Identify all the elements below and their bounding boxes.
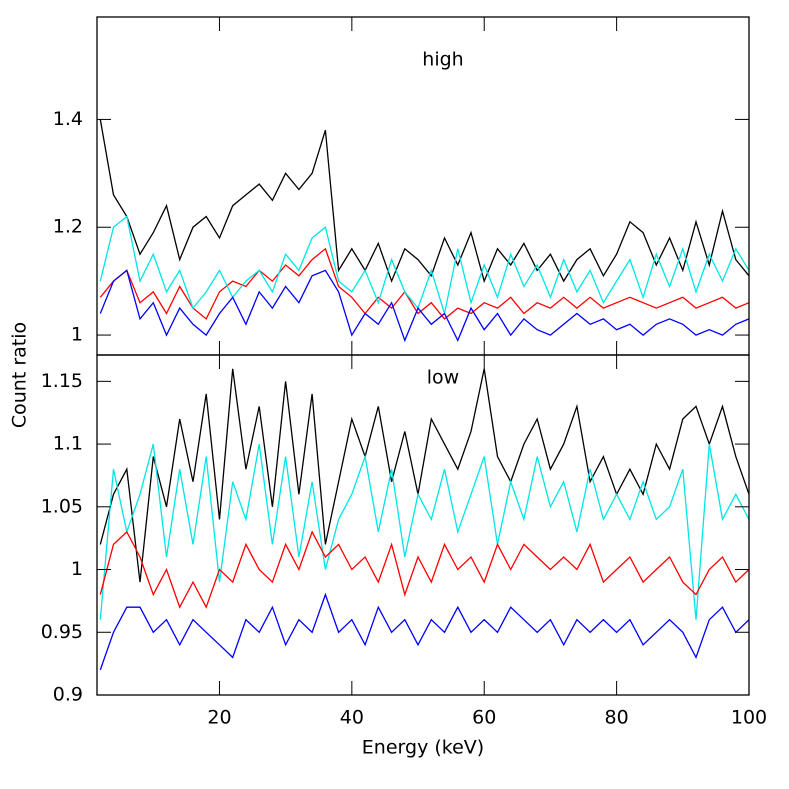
y-tick-label: 1.4 bbox=[53, 108, 83, 130]
y-tick-label: 0.95 bbox=[41, 621, 83, 643]
y-tick-label: 1 bbox=[71, 558, 83, 580]
data-line bbox=[99, 592, 749, 671]
data-line bbox=[99, 368, 749, 583]
y-tick-label: 0.9 bbox=[53, 684, 83, 706]
y-tick-label: 1.15 bbox=[41, 370, 83, 392]
plot-frame bbox=[96, 354, 750, 696]
x-axis-label: Energy (keV) bbox=[362, 737, 484, 759]
x-tick-label: 100 bbox=[731, 707, 767, 729]
y-tick-label: 1.1 bbox=[53, 433, 83, 455]
data-line bbox=[99, 530, 749, 609]
data-line bbox=[99, 215, 749, 314]
x-tick-label: 20 bbox=[207, 707, 231, 729]
x-tick-label: 40 bbox=[340, 707, 364, 729]
panel-label: high bbox=[422, 49, 463, 71]
data-line bbox=[99, 443, 749, 620]
data-line bbox=[99, 119, 749, 284]
data-line bbox=[99, 247, 749, 320]
y-tick-label: 1.05 bbox=[41, 495, 83, 517]
y-axis-label: Count ratio bbox=[9, 322, 31, 428]
data-line bbox=[99, 269, 749, 343]
x-tick-label: 60 bbox=[472, 707, 496, 729]
x-tick-label: 80 bbox=[605, 707, 629, 729]
panel-label: low bbox=[427, 367, 459, 389]
y-tick-label: 1.2 bbox=[53, 216, 83, 238]
y-tick-label: 1 bbox=[71, 324, 83, 346]
